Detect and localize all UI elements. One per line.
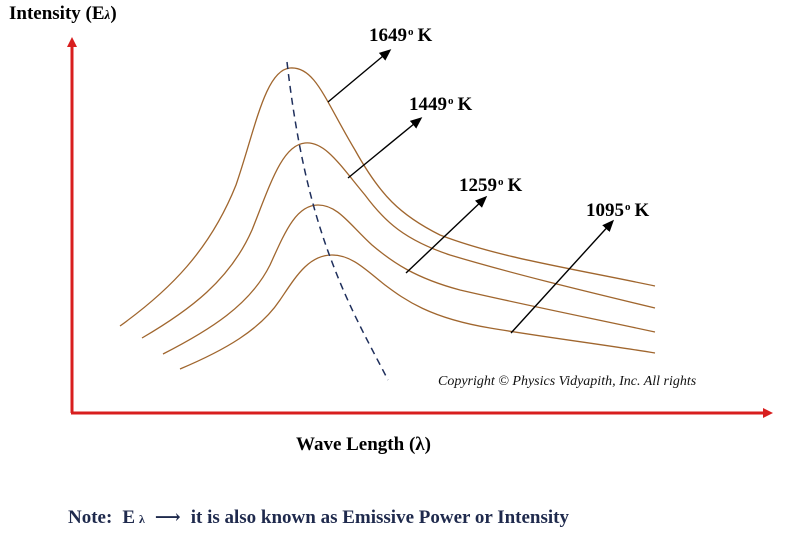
temperature-label-1259k: 1259o K <box>459 175 523 196</box>
curve-1449k <box>141 142 656 339</box>
right-arrow-icon: ⟶ <box>154 507 181 527</box>
x-axis-label: Wave Length (λ) <box>296 434 431 455</box>
curve-1095k <box>179 254 656 370</box>
pointer-arrow-1259k <box>405 195 488 274</box>
pointer-arrow-1649k <box>327 49 392 103</box>
curve-1649k <box>119 67 656 327</box>
temperature-label-1449k: 1449o K <box>409 94 473 115</box>
pointer-arrow-1449k <box>347 117 423 179</box>
curve-1259k <box>162 204 656 355</box>
temperature-label-1095k: 1095o K <box>586 200 650 221</box>
pointer-arrow-1095k <box>510 219 615 334</box>
y-axis-label: Intensity (Eλ) <box>9 3 117 24</box>
wien-displacement-line <box>286 61 389 381</box>
temperature-label-1649k: 1649o K <box>369 25 433 46</box>
copyright-notice: Copyright © Physics Vidyapith, Inc. All … <box>438 374 697 389</box>
